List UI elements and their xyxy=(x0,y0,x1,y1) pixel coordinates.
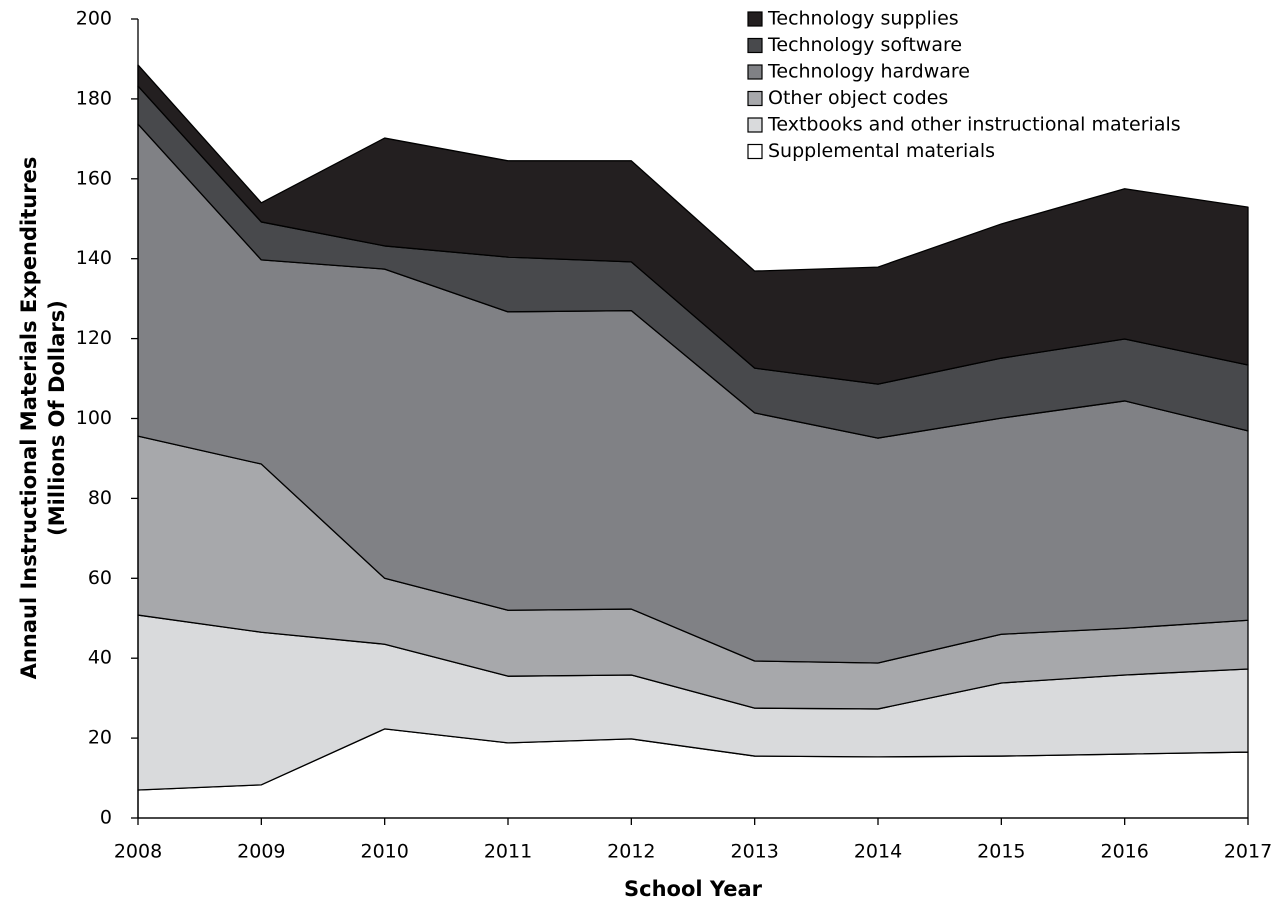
legend-label: Supplemental materials xyxy=(768,140,995,162)
x-tick-label: 2013 xyxy=(730,841,778,863)
y-tick-label: 40 xyxy=(88,647,112,669)
area xyxy=(137,64,1249,385)
y-tick-label: 180 xyxy=(76,87,112,109)
x-tick-label: 2012 xyxy=(607,841,655,863)
legend-label: Technology supplies xyxy=(767,8,959,30)
legend-label: Technology hardware xyxy=(767,61,970,83)
legend-swatch xyxy=(747,143,763,160)
x-tick-label: 2011 xyxy=(484,841,532,863)
x-tick-label: 2010 xyxy=(360,841,408,863)
x-axis-title: School Year xyxy=(624,877,763,901)
legend-swatch xyxy=(747,11,763,27)
x-tick-label: 2015 xyxy=(977,841,1025,863)
legend-label: Textbooks and other instructional materi… xyxy=(767,114,1181,136)
y-tick-label: 160 xyxy=(76,167,112,189)
x-tick-label: 2009 xyxy=(237,841,285,863)
x-tick-label: 2017 xyxy=(1224,841,1272,863)
x-tick-label: 2008 xyxy=(114,841,162,863)
y-tick-label: 80 xyxy=(88,487,112,509)
y-tick-label: 120 xyxy=(76,327,112,349)
y-tick-label: 100 xyxy=(76,407,112,429)
x-tick-label: 2014 xyxy=(854,841,902,863)
y-tick-label: 140 xyxy=(76,247,112,269)
legend-label: Other object codes xyxy=(768,87,948,109)
y-axis-title: (Millions Of Dollars) xyxy=(45,300,69,536)
y-axis-title: Annaul Instructional Materials Expenditu… xyxy=(17,157,41,680)
legend-swatch xyxy=(747,37,763,54)
y-tick-label: 60 xyxy=(88,567,112,589)
y-tick-label: 200 xyxy=(76,8,112,30)
legend-swatch xyxy=(747,117,763,133)
y-tick-label: 20 xyxy=(88,727,112,749)
legend-label: Technology software xyxy=(767,34,962,56)
legend-swatch xyxy=(747,64,763,80)
x-tick-label: 2016 xyxy=(1100,841,1148,863)
y-tick-label: 0 xyxy=(100,807,112,829)
legend-swatch xyxy=(747,90,763,107)
